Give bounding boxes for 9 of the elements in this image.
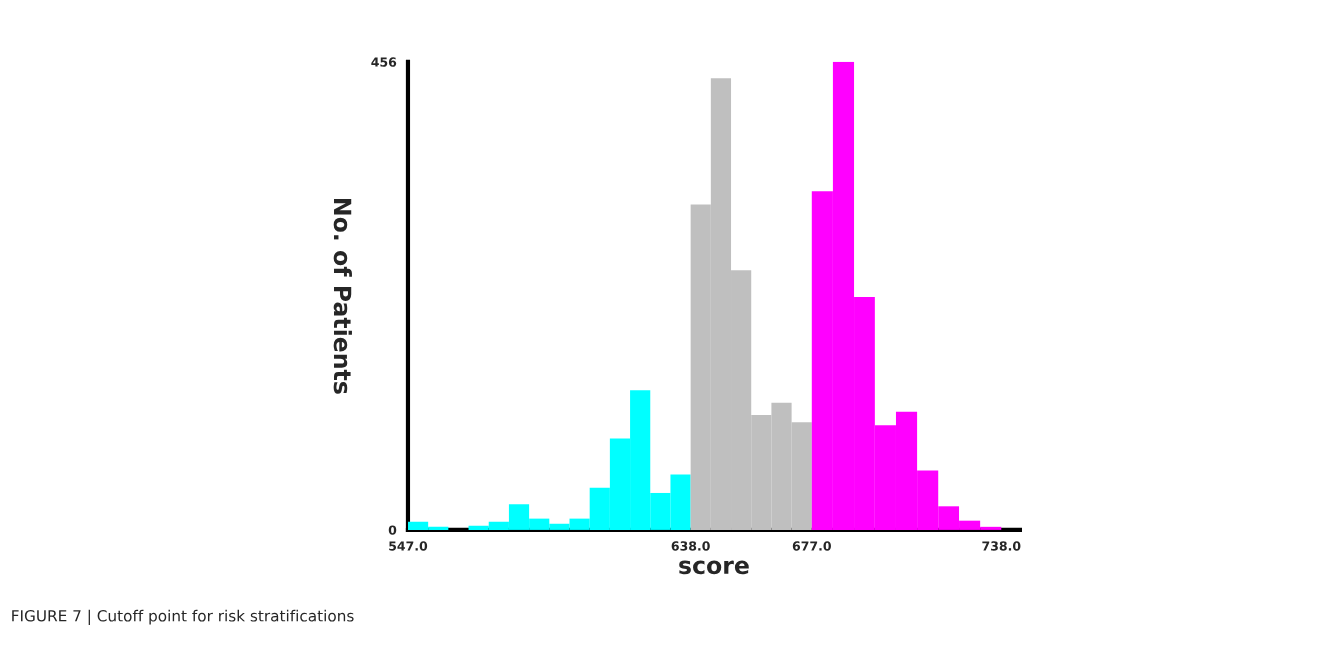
- x-tick-label: 677.0: [792, 541, 831, 551]
- caption: FIGURE 7 | Cutoff point for risk stratifications: [12, 609, 354, 625]
- y-tick-label: 456: [371, 57, 397, 67]
- x-axis-title: score: [679, 560, 749, 575]
- x-tick-label: 738.0: [982, 541, 1021, 551]
- x-tick-label: 638.0: [671, 541, 710, 551]
- y-tick-label: 0: [388, 525, 397, 535]
- y-axis-title: No. of Patients: [333, 199, 352, 394]
- x-tick-label: 547.0: [389, 541, 428, 551]
